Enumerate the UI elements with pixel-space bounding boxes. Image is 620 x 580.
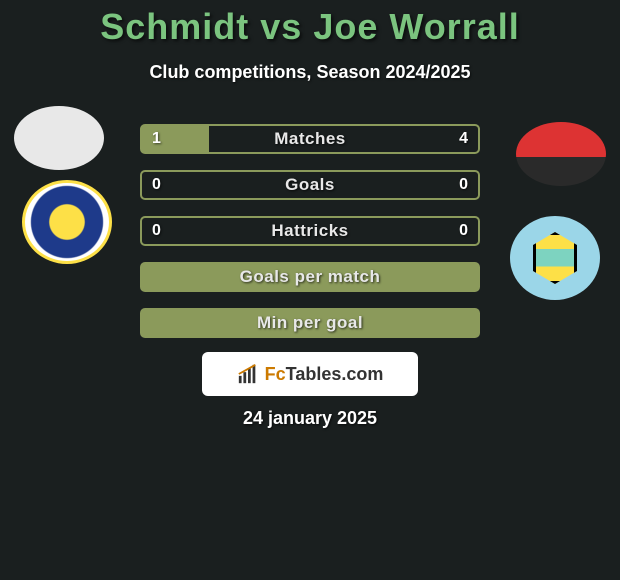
stat-left-value: 1 <box>152 130 161 148</box>
brand-text: FcTables.com <box>265 364 384 385</box>
stat-right-value: 0 <box>459 176 468 194</box>
stats-rows: 1 Matches 4 0 Goals 0 0 Hattricks 0 Goal… <box>140 124 480 354</box>
stat-label: Hattricks <box>271 221 348 241</box>
stat-left-value: 0 <box>152 222 161 240</box>
stat-label: Min per goal <box>257 313 363 333</box>
stat-row-gpm: Goals per match <box>140 262 480 292</box>
player2-club-badge <box>510 216 600 300</box>
stat-right-value: 4 <box>459 130 468 148</box>
stat-row-mpg: Min per goal <box>140 308 480 338</box>
page-title: Schmidt vs Joe Worrall <box>0 0 620 48</box>
subtitle: Club competitions, Season 2024/2025 <box>0 62 620 83</box>
chart-icon <box>237 363 259 385</box>
stat-row-goals: 0 Goals 0 <box>140 170 480 200</box>
stat-label: Matches <box>274 129 346 149</box>
comparison-card: Schmidt vs Joe Worrall Club competitions… <box>0 0 620 580</box>
stat-row-hattricks: 0 Hattricks 0 <box>140 216 480 246</box>
date-label: 24 january 2025 <box>0 408 620 429</box>
player1-avatar <box>14 106 104 170</box>
stat-label: Goals <box>285 175 335 195</box>
stat-left-value: 0 <box>152 176 161 194</box>
player1-club-badge <box>22 180 112 264</box>
stat-row-matches: 1 Matches 4 <box>140 124 480 154</box>
stat-label: Goals per match <box>240 267 381 287</box>
player2-avatar <box>516 122 606 186</box>
brand-box: FcTables.com <box>202 352 418 396</box>
stat-right-value: 0 <box>459 222 468 240</box>
